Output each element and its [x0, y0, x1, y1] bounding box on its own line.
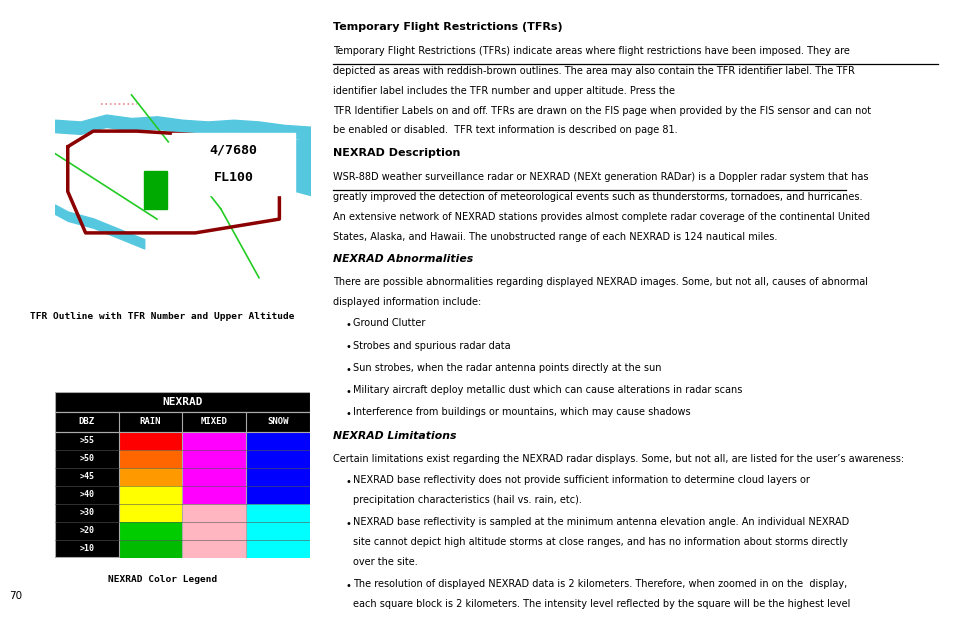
Text: greatly improved the detection of meteorological events such as thunderstorms, t: greatly improved the detection of meteor… — [333, 192, 862, 202]
Text: NEXRAD Abnormalities: NEXRAD Abnormalities — [333, 254, 473, 264]
Text: •: • — [345, 342, 351, 352]
Text: WSR-88D weather surveillance radar or NEXRAD (NEXt generation RADar) is a Dopple: WSR-88D weather surveillance radar or NE… — [333, 172, 868, 182]
Text: NEXRAD Color Legend: NEXRAD Color Legend — [108, 575, 217, 584]
Text: >10: >10 — [79, 544, 94, 554]
Text: TFR Outline with TFR Number and Upper Altitude: TFR Outline with TFR Number and Upper Al… — [30, 312, 294, 321]
Bar — [118, 504, 182, 522]
Bar — [118, 468, 182, 486]
Bar — [118, 486, 182, 504]
Text: 4/7680: 4/7680 — [210, 143, 257, 156]
Text: >20: >20 — [79, 527, 94, 535]
Text: GDL 69/69A - FIS: GDL 69/69A - FIS — [113, 56, 207, 66]
Bar — [246, 450, 310, 468]
Text: precipitation characteristics (hail vs. rain, etc).: precipitation characteristics (hail vs. … — [353, 495, 581, 505]
Bar — [246, 486, 310, 504]
Text: RAIN: RAIN — [140, 417, 161, 426]
Text: Interference from buildings or mountains, which may cause shadows: Interference from buildings or mountains… — [353, 407, 690, 417]
Text: Certain limitations exist regarding the NEXRAD radar displays. Some, but not all: Certain limitations exist regarding the … — [333, 454, 903, 464]
Text: •: • — [345, 581, 351, 591]
Text: NEXRAD Description: NEXRAD Description — [333, 148, 460, 158]
Text: >50: >50 — [79, 454, 94, 464]
Text: •: • — [345, 409, 351, 419]
Bar — [246, 522, 310, 540]
Text: >30: >30 — [79, 509, 94, 517]
Text: •: • — [345, 365, 351, 375]
Bar — [172, 133, 294, 195]
Bar — [246, 540, 310, 558]
Text: •: • — [345, 519, 351, 529]
Text: Detailed Operation: Detailed Operation — [71, 19, 249, 36]
Bar — [246, 432, 310, 450]
Text: Temporary Flight Restrictions (TFRs) indicate areas where flight restrictions ha: Temporary Flight Restrictions (TFRs) ind… — [333, 46, 849, 56]
Bar — [182, 522, 246, 540]
Text: Temporary Flight Restrictions (TFRs): Temporary Flight Restrictions (TFRs) — [333, 22, 562, 32]
Text: Ground Clutter: Ground Clutter — [353, 318, 425, 328]
Bar — [182, 540, 246, 558]
Text: States, Alaska, and Hawaii. The unobstructed range of each NEXRAD is 124 nautica: States, Alaska, and Hawaii. The unobstru… — [333, 232, 777, 242]
Text: each square block is 2 kilometers. The intensity level reflected by the square w: each square block is 2 kilometers. The i… — [353, 599, 850, 609]
Text: site cannot depict high altitude storms at close ranges, and has no information : site cannot depict high altitude storms … — [353, 537, 847, 547]
Text: 70: 70 — [10, 591, 23, 601]
Text: displayed information include:: displayed information include: — [333, 297, 481, 307]
Bar — [118, 432, 182, 450]
Text: SNOW: SNOW — [267, 417, 289, 426]
Bar — [182, 468, 246, 486]
Text: Strobes and spurious radar data: Strobes and spurious radar data — [353, 341, 511, 350]
Bar — [55, 412, 310, 432]
Text: >55: >55 — [79, 436, 94, 446]
Bar — [118, 450, 182, 468]
Text: DBZ: DBZ — [79, 417, 95, 426]
Text: There are possible abnormalities regarding displayed NEXRAD images. Some, but no: There are possible abnormalities regardi… — [333, 277, 867, 287]
Text: TFR Identifier Labels on and off. TFRs are drawn on the FIS page when provided b: TFR Identifier Labels on and off. TFRs a… — [333, 106, 870, 116]
Text: MIXED: MIXED — [201, 417, 228, 426]
Bar — [55, 392, 310, 412]
Text: depicted as areas with reddish-brown outlines. The area may also contain the TFR: depicted as areas with reddish-brown out… — [333, 66, 854, 76]
Text: An extensive network of NEXRAD stations provides almost complete radar coverage : An extensive network of NEXRAD stations … — [333, 212, 869, 222]
Text: NEXRAD base reflectivity is sampled at the minimum antenna elevation angle. An i: NEXRAD base reflectivity is sampled at t… — [353, 517, 849, 527]
Text: NEXRAD: NEXRAD — [162, 397, 203, 407]
Text: >45: >45 — [79, 472, 94, 481]
Text: >40: >40 — [79, 491, 94, 499]
Bar — [118, 540, 182, 558]
Bar — [182, 504, 246, 522]
Bar — [118, 522, 182, 540]
Text: •: • — [345, 477, 351, 487]
Text: over the site.: over the site. — [353, 557, 417, 567]
Text: •: • — [345, 320, 351, 330]
Bar — [144, 171, 167, 209]
Bar — [246, 504, 310, 522]
Text: identifier label includes the TFR number and upper altitude. Press the: identifier label includes the TFR number… — [333, 86, 678, 96]
Bar — [182, 432, 246, 450]
Text: FL100: FL100 — [213, 171, 253, 184]
Text: NEXRAD Limitations: NEXRAD Limitations — [333, 431, 456, 441]
Text: be enabled or disabled.  TFR text information is described on page 81.: be enabled or disabled. TFR text informa… — [333, 125, 677, 135]
Text: Military aircraft deploy metallic dust which can cause alterations in radar scan: Military aircraft deploy metallic dust w… — [353, 385, 742, 395]
Bar — [182, 450, 246, 468]
Text: •: • — [345, 387, 351, 397]
Text: The resolution of displayed NEXRAD data is 2 kilometers. Therefore, when zoomed : The resolution of displayed NEXRAD data … — [353, 579, 847, 589]
Bar — [182, 486, 246, 504]
Bar — [246, 468, 310, 486]
Text: Sun strobes, when the radar antenna points directly at the sun: Sun strobes, when the radar antenna poin… — [353, 363, 661, 373]
Text: NEXRAD base reflectivity does not provide sufficient information to determine cl: NEXRAD base reflectivity does not provid… — [353, 475, 809, 485]
